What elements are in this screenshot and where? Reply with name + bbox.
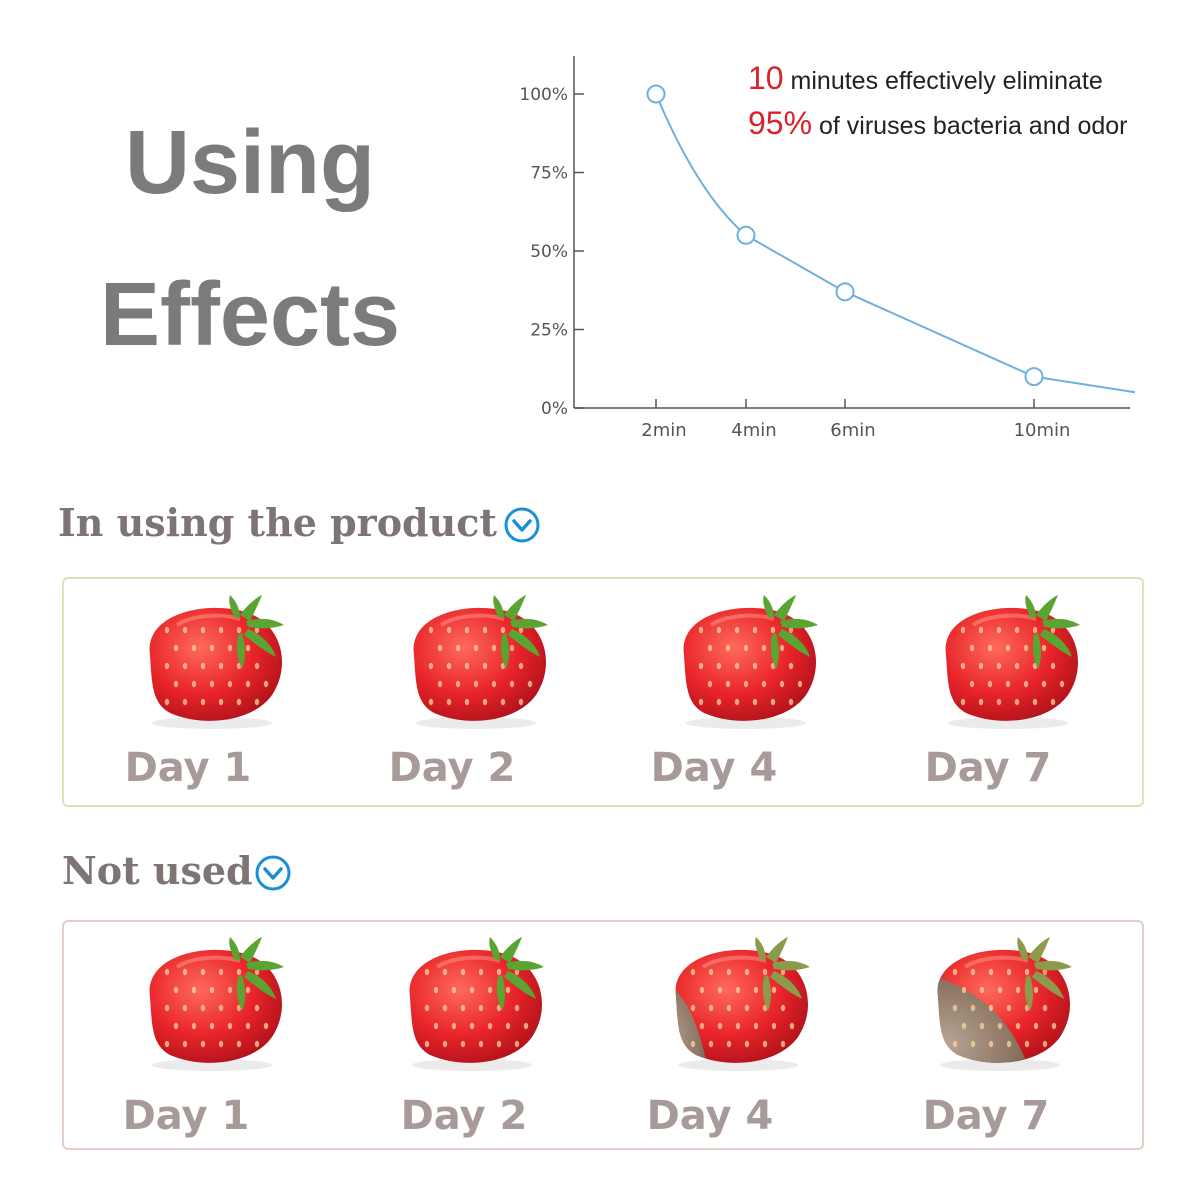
strawberry-image bbox=[149, 937, 284, 1071]
chevron-down-icon[interactable] bbox=[503, 506, 541, 544]
day-label: Day 7 bbox=[924, 745, 1052, 791]
strawberry-image bbox=[149, 595, 284, 729]
strawberry-image bbox=[413, 595, 548, 729]
day-label: Day 4 bbox=[650, 745, 778, 791]
x-tick-label: 2min bbox=[641, 420, 686, 441]
headline-line2: Effects bbox=[99, 265, 401, 365]
annotation-highlight-95: 95% bbox=[748, 105, 813, 141]
annotation-text-2: of viruses bacteria and odor bbox=[812, 112, 1128, 140]
x-tick-label: 4min bbox=[731, 420, 776, 441]
y-tick-label: 25% bbox=[530, 321, 568, 341]
x-tick-label: 6min bbox=[830, 420, 875, 441]
data-point bbox=[835, 282, 855, 302]
strawberry-image bbox=[937, 937, 1072, 1071]
decay-chart: 0% 25% 50% 75% 100% 2min 4min 6min 10min bbox=[519, 56, 1136, 441]
data-point bbox=[1024, 367, 1044, 387]
section-title-not-used: Not used bbox=[62, 848, 253, 893]
x-tick-label: 10min bbox=[1014, 420, 1071, 441]
day-label: Day 7 bbox=[922, 1093, 1050, 1139]
annotation-highlight-10: 10 bbox=[748, 60, 784, 96]
data-point bbox=[646, 84, 666, 104]
strawberry-image bbox=[409, 937, 544, 1071]
headline-line1: Using bbox=[124, 113, 375, 213]
chevron-down-icon[interactable] bbox=[254, 854, 292, 892]
strawberry-image bbox=[683, 595, 818, 729]
day-label: Day 2 bbox=[388, 745, 516, 791]
day-label: Day 1 bbox=[124, 745, 252, 791]
day-label: Day 2 bbox=[400, 1093, 528, 1139]
day-label: Day 1 bbox=[122, 1093, 250, 1139]
annotation-line1: 10 minutes effectively eliminate bbox=[748, 60, 1103, 97]
data-point bbox=[736, 225, 756, 245]
annotation-line2: 95% of viruses bacteria and odor bbox=[748, 105, 1128, 142]
y-tick-label: 75% bbox=[530, 164, 568, 184]
annotation-text-1: minutes effectively eliminate bbox=[783, 67, 1103, 95]
y-tick-label: 50% bbox=[530, 242, 568, 262]
strawberry-image bbox=[675, 937, 810, 1071]
day-label: Day 4 bbox=[646, 1093, 774, 1139]
y-tick-label: 0% bbox=[541, 399, 568, 419]
y-tick-label: 100% bbox=[519, 85, 568, 105]
section-title-using: In using the product bbox=[58, 500, 497, 545]
strawberry-image bbox=[945, 595, 1080, 729]
